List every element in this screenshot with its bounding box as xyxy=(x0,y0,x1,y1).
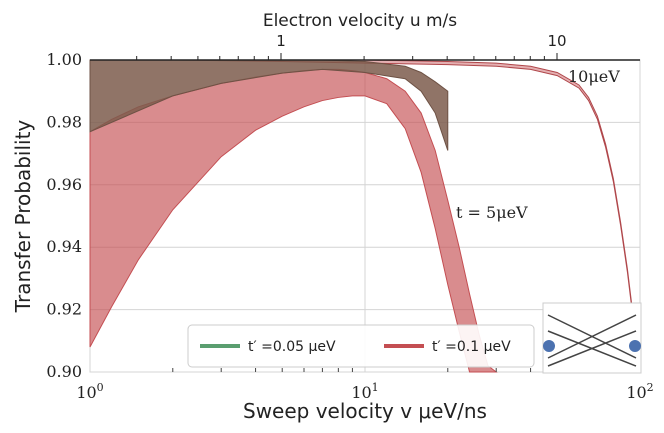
x2-tick-label: 1 xyxy=(276,32,286,50)
inset-line-c xyxy=(547,314,637,359)
y-tick-label: 0.94 xyxy=(46,237,82,256)
x-tick-label: 100 xyxy=(76,381,103,402)
x2-axis-title: Electron velocity u m/s xyxy=(263,11,457,31)
inset-electron-right xyxy=(629,340,641,352)
legend: t′ =0.05 μeV t′ =0.1 μeV xyxy=(187,324,535,368)
legend-label-green: t′ =0.05 μeV xyxy=(248,339,336,355)
y-tick-label: 0.90 xyxy=(46,362,82,381)
legend-box xyxy=(187,324,535,368)
inset-line-d xyxy=(547,330,637,367)
y-tick-label: 0.96 xyxy=(46,175,82,194)
y-tick-label: 0.92 xyxy=(46,300,82,319)
annotation-t10: 10μeV xyxy=(568,67,620,86)
legend-label-red: t′ =0.1 μeV xyxy=(432,339,511,355)
x-axis-title: Sweep velocity v μeV/ns xyxy=(243,399,487,423)
y-tick-label: 0.98 xyxy=(46,112,82,131)
y-tick-label: 1.00 xyxy=(46,50,82,69)
x2-tick-label: 10 xyxy=(547,32,566,50)
inset-electron-left xyxy=(543,340,555,352)
y-axis-title: Transfer Probability xyxy=(11,120,35,314)
annotation-t5: t = 5μeV xyxy=(456,203,528,222)
x-tick-label: 102 xyxy=(626,381,653,402)
inset-diagram xyxy=(542,302,642,374)
